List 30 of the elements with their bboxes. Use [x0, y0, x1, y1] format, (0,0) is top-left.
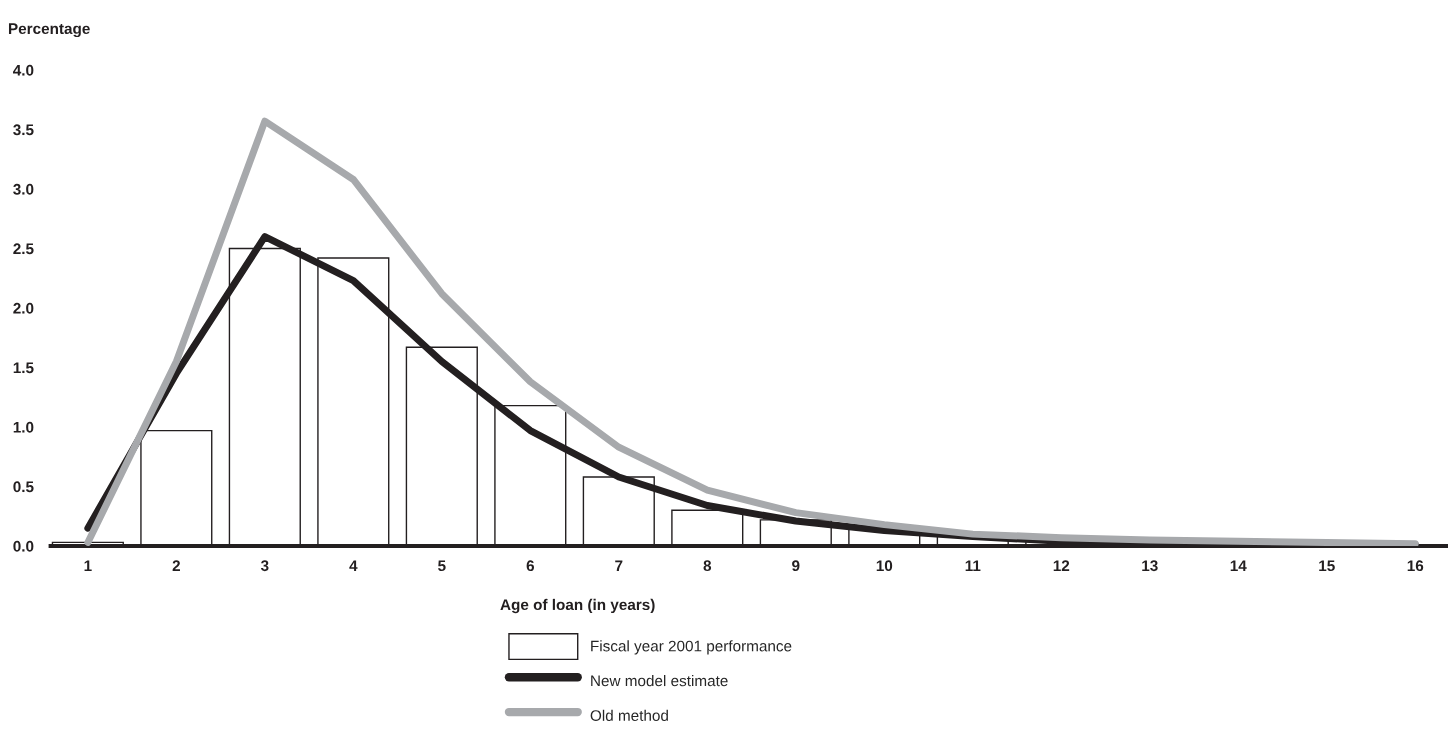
y-tick-label: 3.0	[13, 183, 34, 195]
y-tick-label: 0.5	[13, 481, 34, 493]
y-tick-label: 3.5	[13, 124, 34, 136]
y-tick-label: 0.0	[13, 540, 34, 552]
y-axis-title: Percentage	[8, 23, 90, 38]
x-tick-label: 5	[438, 560, 446, 572]
x-tick-label: 3	[260, 560, 269, 572]
x-tick-label: 7	[615, 560, 623, 571]
x-tick-label: 9	[792, 560, 800, 572]
x-tick-label: 16	[1407, 560, 1424, 572]
y-tick-label: 1.5	[13, 362, 34, 374]
legend-label: Fiscal year 2001 performance	[591, 640, 792, 655]
legend-label: New model estimate	[591, 675, 728, 687]
legend-label: Old method	[590, 709, 668, 721]
x-tick-label: 2	[172, 560, 180, 571]
x-tick-label: 4	[349, 560, 358, 571]
x-tick-label: 12	[1053, 560, 1070, 571]
x-tick-label: 6	[526, 560, 535, 572]
x-tick-label: 13	[1142, 560, 1158, 572]
x-tick-label: 14	[1230, 560, 1247, 571]
y-tick-label: 1.0	[13, 421, 34, 433]
x-tick-label: 15	[1319, 560, 1335, 572]
y-tick-label: 2.5	[13, 243, 34, 255]
x-tick-label: 1	[84, 560, 92, 571]
x-tick-label: 8	[703, 560, 712, 572]
y-tick-label: 4.0	[13, 64, 34, 76]
x-axis-title: Age of loan (in years)	[500, 598, 655, 614]
x-tick-label: 10	[876, 560, 893, 572]
y-tick-label: 2.0	[13, 302, 34, 314]
x-tick-label: 11	[965, 560, 981, 571]
